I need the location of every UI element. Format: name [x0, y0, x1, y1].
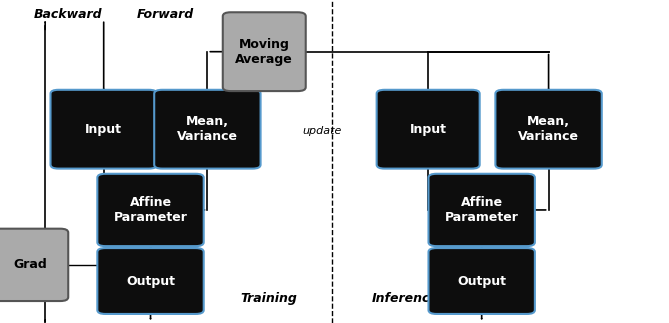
FancyBboxPatch shape [428, 248, 535, 314]
FancyBboxPatch shape [223, 12, 306, 91]
FancyBboxPatch shape [98, 248, 203, 314]
Text: Output: Output [126, 275, 175, 287]
Text: Grad: Grad [13, 258, 47, 271]
Text: Input: Input [85, 123, 122, 136]
Text: Mean,
Variance: Mean, Variance [177, 115, 238, 143]
Text: update: update [302, 126, 342, 136]
Text: Training: Training [241, 292, 298, 305]
FancyBboxPatch shape [377, 90, 480, 169]
FancyBboxPatch shape [495, 90, 602, 169]
Text: Output: Output [457, 275, 506, 287]
Text: Forward: Forward [137, 8, 195, 21]
Text: Mean,
Variance: Mean, Variance [518, 115, 579, 143]
Text: Input: Input [409, 123, 447, 136]
FancyBboxPatch shape [98, 174, 203, 246]
Text: Affine
Parameter: Affine Parameter [114, 196, 187, 224]
FancyBboxPatch shape [428, 174, 535, 246]
Text: Affine
Parameter: Affine Parameter [445, 196, 518, 224]
Text: update: update [99, 226, 138, 236]
Text: Moving
Average: Moving Average [235, 38, 293, 66]
FancyBboxPatch shape [0, 229, 68, 301]
Text: Backward: Backward [33, 8, 102, 21]
FancyBboxPatch shape [51, 90, 157, 169]
FancyBboxPatch shape [154, 90, 260, 169]
Text: Inference: Inference [371, 292, 438, 305]
